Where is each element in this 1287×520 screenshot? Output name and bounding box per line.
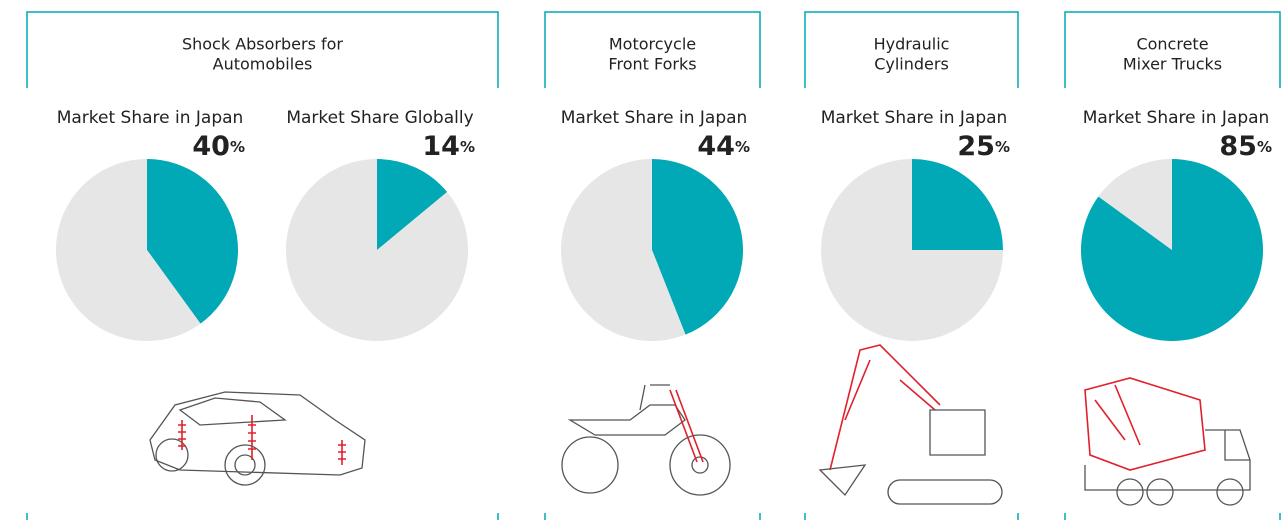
group-title: Front Forks [608,55,696,74]
value-label: 44% [697,131,750,162]
group-title: Mixer Trucks [1123,55,1222,74]
value-number: 14 [422,131,460,162]
group-title: Automobiles [213,55,313,74]
pie-slice [561,159,686,341]
group-frame [26,11,499,88]
value-unit: % [460,138,475,156]
group-title: Concrete [1136,35,1208,54]
pie-slice [912,159,1003,250]
group-title: Cylinders [874,55,949,74]
value-number: 85 [1219,131,1257,162]
value-unit: % [230,138,245,156]
value-unit: % [995,138,1010,156]
pie-slice [652,159,743,335]
value-number: 44 [697,131,735,162]
pie-title: Market Share in Japan [1083,108,1270,128]
pie-title: Market Share in Japan [561,108,748,128]
value-unit: % [735,138,750,156]
value-label: 25% [957,131,1010,162]
group-title: Shock Absorbers for [182,35,343,54]
group-frame [804,11,1019,88]
value-label: 14% [422,131,475,162]
value-label: 40% [192,131,245,162]
motorcycle-illustration [561,384,731,496]
value-unit: % [1257,138,1272,156]
value-number: 40 [192,131,230,162]
pie-slice [56,159,201,341]
pie-slice [147,159,239,324]
pie-slice [821,159,1003,341]
group-title: Hydraulic [874,35,950,54]
pie-slice [1098,159,1172,250]
pie-title: Market Share in Japan [57,108,244,128]
value-number: 25 [957,131,995,162]
value-label: 85% [1219,131,1272,162]
pie-title: Market Share in Japan [821,108,1008,128]
group-title: Motorcycle [609,35,696,54]
pie-slice [377,159,448,250]
group-frame [544,11,761,88]
pie-title: Market Share Globally [286,108,473,128]
car-illustration [149,391,366,486]
excavator-illustration [818,344,1003,505]
group-frame [1064,11,1281,88]
pie-slice [286,159,468,341]
mixer-truck-illustration [1084,377,1251,506]
